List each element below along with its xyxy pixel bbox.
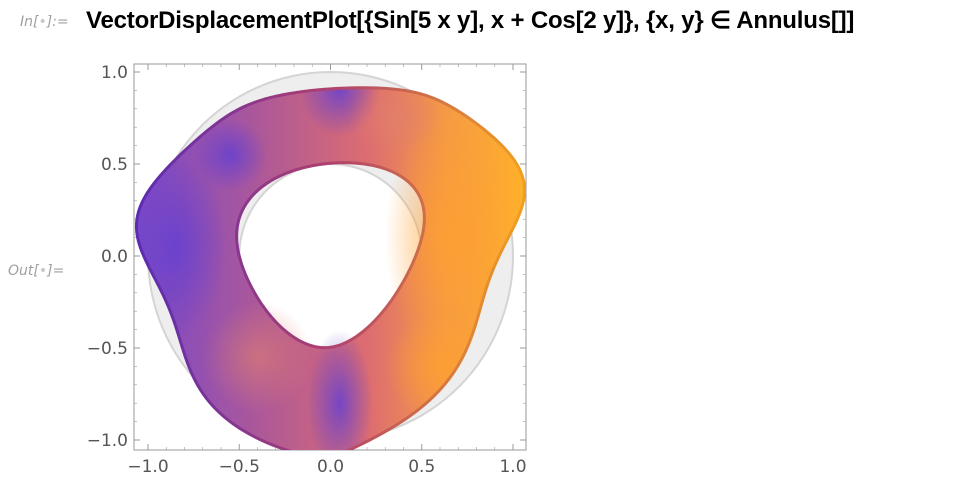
color-shading bbox=[306, 329, 373, 450]
displaced-annulus bbox=[134, 86, 526, 450]
x-tick-label: 1.0 bbox=[499, 457, 526, 477]
y-tick-label: 0.5 bbox=[101, 155, 128, 175]
y-tick-label: 1.0 bbox=[101, 63, 128, 83]
tick-labels: −1.0 −0.5 0.0 0.5 1.0 1.0 0.5 0.0 −0.5 −1.0 bbox=[87, 63, 527, 477]
input-label: In[•]:= bbox=[20, 14, 69, 30]
color-shading bbox=[193, 118, 267, 192]
color-shading bbox=[202, 302, 313, 413]
y-tick-label: −0.5 bbox=[87, 339, 128, 359]
cell-bullet: • bbox=[38, 263, 48, 279]
x-tick-label: −1.0 bbox=[127, 457, 168, 477]
x-tick-label: 0.0 bbox=[317, 457, 344, 477]
cell-bullet: • bbox=[38, 14, 47, 30]
output-label: Out[•]= bbox=[8, 263, 65, 279]
y-tick-label: −1.0 bbox=[87, 431, 128, 451]
x-tick-label: 0.5 bbox=[408, 457, 435, 477]
axis-ticks bbox=[134, 64, 526, 450]
y-tick-label: 0.0 bbox=[101, 247, 128, 267]
x-tick-label: −0.5 bbox=[219, 457, 260, 477]
input-code[interactable]: VectorDisplacementPlot[{Sin[5 x y], x + … bbox=[86, 7, 855, 34]
color-shading bbox=[348, 87, 441, 155]
